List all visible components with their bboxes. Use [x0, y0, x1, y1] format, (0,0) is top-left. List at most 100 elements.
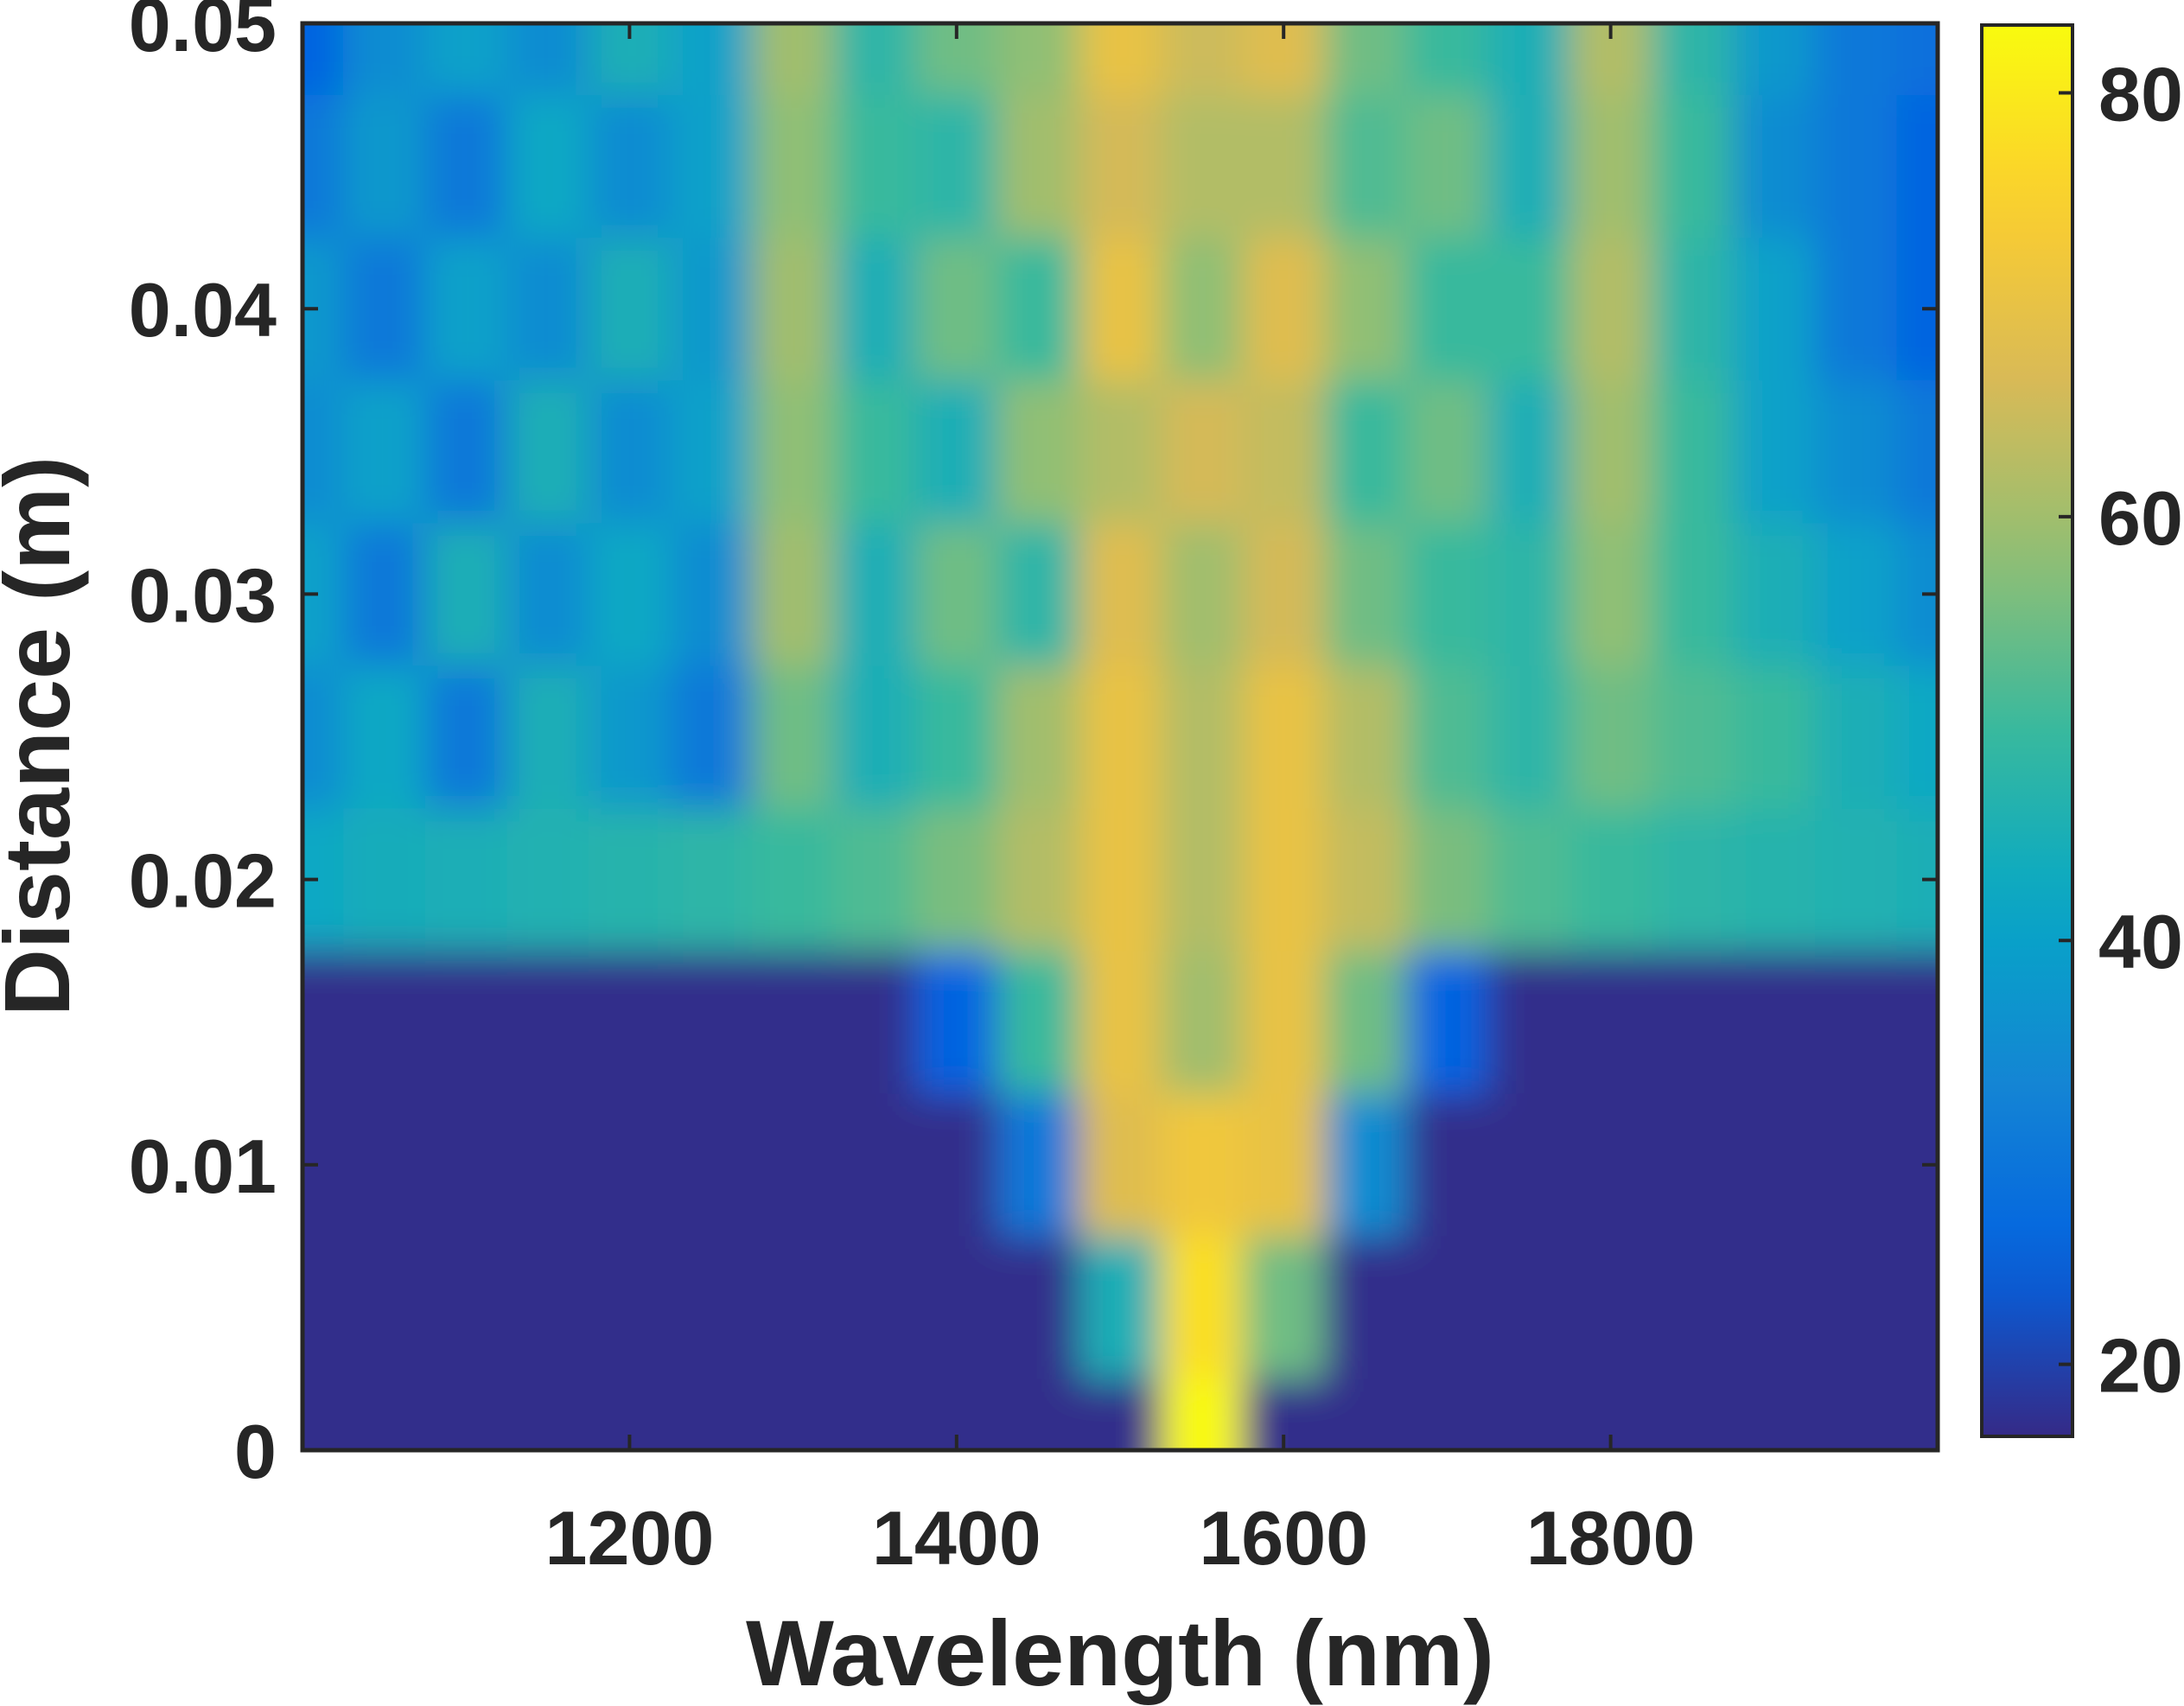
heat-cell	[997, 808, 1080, 952]
heat-cell	[915, 379, 998, 524]
heat-cell	[752, 522, 835, 666]
heat-cell	[1079, 808, 1162, 952]
y-tick-label: 0.01	[129, 1124, 277, 1209]
heat-cell	[1406, 1378, 1489, 1450]
heat-cell	[1487, 951, 1570, 1094]
heat-cell	[1161, 808, 1244, 952]
heat-cell	[997, 23, 1080, 96]
heat-cell	[1242, 522, 1325, 666]
heat-cell	[1487, 379, 1570, 524]
heat-cell	[1406, 1093, 1489, 1237]
heat-cell	[670, 379, 753, 524]
heat-cell	[589, 237, 672, 381]
heat-cell	[833, 1236, 916, 1379]
x-axis-label: Wavelength (nm)	[746, 1601, 1494, 1705]
heat-cell	[1815, 94, 1898, 239]
heat-cell	[915, 522, 998, 666]
heat-cell	[424, 665, 507, 809]
heat-cell	[1570, 1236, 1652, 1379]
heat-cell	[997, 237, 1080, 381]
heat-cell	[670, 1378, 753, 1450]
heat-cell	[1161, 665, 1244, 809]
heat-cell	[343, 808, 426, 952]
heat-cell	[833, 808, 916, 952]
heat-cell	[1487, 94, 1570, 239]
colorbar-tick-label: 80	[2098, 51, 2183, 137]
heat-cell	[670, 1236, 753, 1379]
heat-cell	[1733, 94, 1816, 239]
heat-cell	[506, 23, 589, 96]
heat-cell	[1896, 94, 1938, 239]
heat-cell	[915, 951, 998, 1094]
heat-cell	[1324, 522, 1407, 666]
heat-cell	[1324, 1378, 1407, 1450]
heat-cell	[1651, 951, 1734, 1094]
heat-cell	[1815, 1378, 1898, 1450]
heat-cell	[1324, 808, 1407, 952]
heat-cell	[343, 94, 426, 239]
heat-cell	[424, 23, 507, 96]
heat-cell	[1079, 522, 1162, 666]
heat-cell	[1815, 808, 1898, 952]
heat-cell	[1651, 1236, 1734, 1379]
heat-cell	[1406, 522, 1489, 666]
heat-cell	[1570, 94, 1652, 239]
heat-cell	[1406, 665, 1489, 809]
heat-cell	[1896, 951, 1938, 1094]
heat-cell	[1815, 379, 1898, 524]
heat-cell	[1733, 1378, 1816, 1450]
y-tick-label: 0.05	[129, 0, 277, 67]
heat-cell	[506, 237, 589, 381]
heat-cell	[1651, 237, 1734, 381]
heat-cell	[752, 665, 835, 809]
heat-cell	[1487, 1093, 1570, 1237]
heat-cell	[1406, 951, 1489, 1094]
heat-cell	[1733, 1236, 1816, 1379]
heat-cell	[1079, 23, 1162, 96]
heat-cell	[1324, 379, 1407, 524]
heat-cell	[1242, 237, 1325, 381]
heat-cell	[343, 522, 426, 666]
heat-cell	[1570, 23, 1652, 96]
heat-cell	[1406, 94, 1489, 239]
heat-cell	[1487, 522, 1570, 666]
heat-cell	[506, 94, 589, 239]
heat-cell	[1079, 94, 1162, 239]
heat-cell	[997, 1378, 1080, 1450]
heat-cell	[1324, 665, 1407, 809]
heat-cell	[1079, 379, 1162, 524]
heat-cell	[1242, 379, 1325, 524]
heat-cell	[997, 665, 1080, 809]
heat-cell	[1896, 1236, 1938, 1379]
heat-cell	[997, 1093, 1080, 1237]
heat-cell	[1324, 237, 1407, 381]
heat-cell	[343, 951, 426, 1094]
heat-cell	[833, 94, 916, 239]
heat-cell	[752, 94, 835, 239]
heatmap-cells	[302, 23, 1938, 1450]
heat-cell	[1324, 951, 1407, 1094]
heat-cell	[589, 379, 672, 524]
colorbar	[1980, 23, 2074, 1438]
heat-cell	[1324, 1236, 1407, 1379]
heat-cell	[997, 1236, 1080, 1379]
heat-cell	[424, 379, 507, 524]
heat-cell	[915, 665, 998, 809]
plot-frame	[300, 21, 1940, 1453]
heat-cell	[1406, 379, 1489, 524]
heat-cell	[506, 665, 589, 809]
heat-cell	[302, 1236, 344, 1379]
heat-cell	[1406, 808, 1489, 952]
heat-cell	[302, 665, 344, 809]
heat-cell	[1161, 1378, 1244, 1450]
heat-cell	[1815, 1093, 1898, 1237]
heat-cell	[833, 665, 916, 809]
heat-cell	[1161, 951, 1244, 1094]
heat-cell	[997, 522, 1080, 666]
heat-cell	[997, 379, 1080, 524]
heat-cell	[915, 808, 998, 952]
heat-cell	[1487, 23, 1570, 96]
heat-cell	[424, 94, 507, 239]
heat-cell	[1570, 379, 1652, 524]
